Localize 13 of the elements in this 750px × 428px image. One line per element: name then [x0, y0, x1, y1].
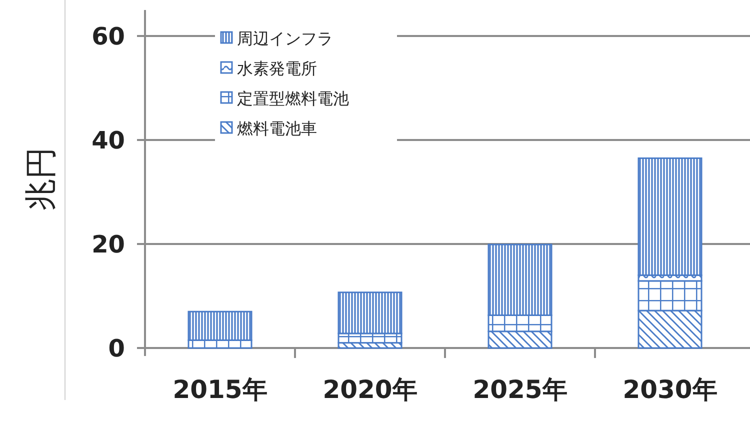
legend-label: 水素発電所 — [237, 58, 317, 78]
x-tick-label: 2030年 — [622, 375, 718, 404]
x-tick-label: 2015年 — [172, 375, 268, 404]
y-tick-label: 20 — [92, 230, 125, 259]
y-tick-label: 40 — [92, 126, 125, 155]
x-tick-label: 2020年 — [322, 375, 418, 404]
y-tick-label: 0 — [108, 334, 125, 363]
x-tick-label: 2025年 — [472, 375, 568, 404]
y-tick-label: 60 — [92, 22, 125, 51]
legend-label: 周辺インフラ — [237, 28, 333, 48]
legend-label: 定置型燃料電池 — [237, 88, 349, 108]
legend-label: 燃料電池車 — [237, 118, 317, 138]
y-axis-title: 兆円 — [22, 147, 60, 211]
